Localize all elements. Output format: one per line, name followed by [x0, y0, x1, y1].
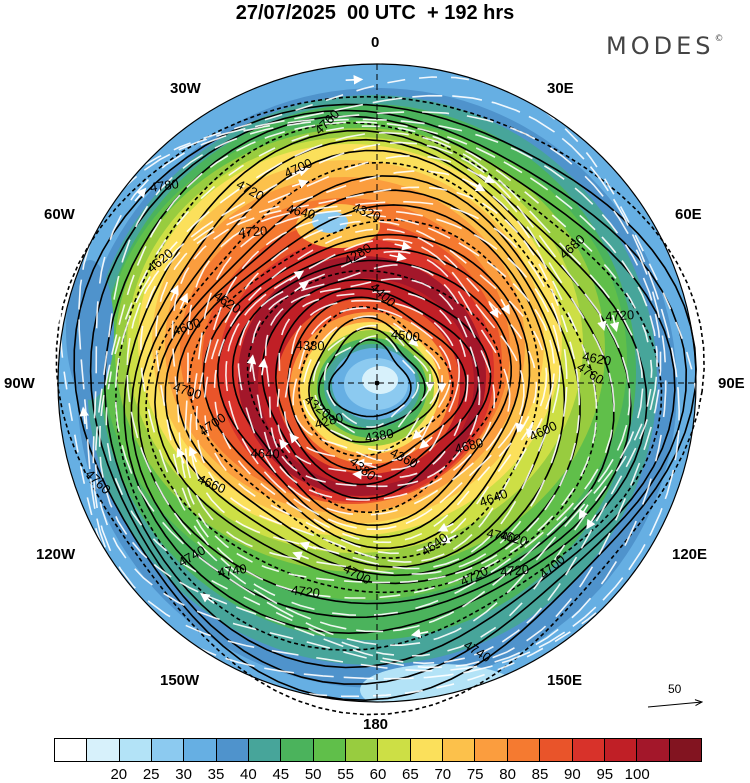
colorbar-swatch [605, 739, 637, 761]
colorbar-swatch [184, 739, 216, 761]
lon-label-30e: 30E [547, 80, 574, 97]
lon-label-60w: 60W [44, 206, 75, 223]
colorbar-tick-label: 30 [175, 766, 192, 783]
colorbar-tick-label: 25 [143, 766, 160, 783]
contour-label: 4720 [238, 223, 268, 239]
colorbar-swatch [346, 739, 378, 761]
pole-core [362, 366, 398, 394]
colorbar-tick-label: 65 [402, 766, 419, 783]
colorbar-tick-label: 90 [564, 766, 581, 783]
lon-label-60e: 60E [675, 206, 702, 223]
colorbar-tick-label: 35 [208, 766, 225, 783]
colorbar [54, 738, 702, 762]
colorbar-swatch [378, 739, 410, 761]
colorbar-tick-label: 95 [596, 766, 613, 783]
colorbar-swatch [443, 739, 475, 761]
reference-vector: 50 [646, 680, 706, 720]
lon-label-120e: 120E [672, 546, 707, 563]
colorbar-tick-label: 100 [625, 766, 650, 783]
lon-label-150w: 150W [160, 672, 199, 689]
colorbar-tick-label: 80 [499, 766, 516, 783]
shaded-field [0, 0, 750, 740]
colorbar-swatch [87, 739, 119, 761]
streamline-arrow [346, 79, 362, 80]
colorbar-tick-label: 60 [370, 766, 387, 783]
colorbar-tick-label: 40 [240, 766, 257, 783]
lon-label-90w: 90W [4, 375, 35, 392]
lon-label-150e: 150E [547, 672, 582, 689]
colorbar-tick-label: 85 [532, 766, 549, 783]
colorbar-swatch [573, 739, 605, 761]
colorbar-swatch [55, 739, 87, 761]
colorbar-swatch [540, 739, 572, 761]
lon-label-0: 0 [371, 34, 379, 51]
lon-label-120w: 120W [36, 546, 75, 563]
contour-label: 4640 [250, 446, 279, 462]
colorbar-swatch [217, 739, 249, 761]
lowspeed-patch-south [360, 664, 520, 716]
colorbar-swatch [637, 739, 669, 761]
colorbar-tick-label: 75 [467, 766, 484, 783]
colorbar-tick-label: 20 [110, 766, 127, 783]
lon-label-180: 180 [363, 716, 388, 733]
colorbar-swatch [670, 739, 701, 761]
reference-arrow [648, 702, 702, 707]
colorbar-ticks: 20 25 30 35 40 45 50 55 60 65 70 75 80 85 90 95 100 [54, 766, 702, 782]
colorbar-tick-label: 70 [434, 766, 451, 783]
contour-label: 4720 [500, 562, 530, 579]
colorbar-swatch [411, 739, 443, 761]
contour-label: 4500 [390, 327, 420, 345]
contour-label: 4720 [605, 307, 635, 324]
colorbar-swatch [508, 739, 540, 761]
lon-label-30w: 30W [170, 80, 201, 97]
colorbar-swatch [152, 739, 184, 761]
colorbar-swatch [475, 739, 507, 761]
north-pole-marker [375, 381, 380, 386]
colorbar-tick-label: 55 [337, 766, 354, 783]
lon-label-90e: 90E [718, 375, 745, 392]
colorbar-swatch [314, 739, 346, 761]
colorbar-tick-label: 45 [272, 766, 289, 783]
colorbar-tick-label: 50 [305, 766, 322, 783]
colorbar-swatch [249, 739, 281, 761]
colorbar-swatch [120, 739, 152, 761]
contour-label: 4380 [295, 338, 324, 354]
colorbar-swatch [281, 739, 313, 761]
